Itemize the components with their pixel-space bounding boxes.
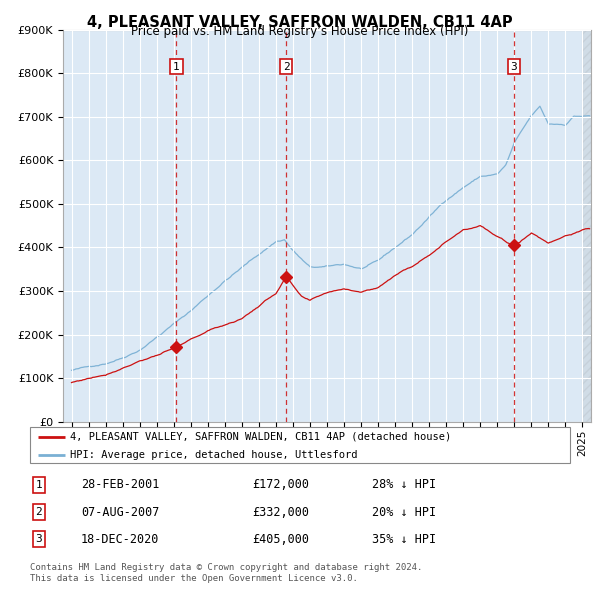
Text: £332,000: £332,000 — [252, 506, 309, 519]
FancyBboxPatch shape — [30, 427, 570, 463]
Bar — [583, 30, 591, 422]
Text: 07-AUG-2007: 07-AUG-2007 — [81, 506, 160, 519]
Text: 28% ↓ HPI: 28% ↓ HPI — [372, 478, 436, 491]
Text: This data is licensed under the Open Government Licence v3.0.: This data is licensed under the Open Gov… — [30, 574, 358, 583]
Text: 2: 2 — [35, 507, 43, 517]
Text: HPI: Average price, detached house, Uttlesford: HPI: Average price, detached house, Uttl… — [71, 450, 358, 460]
Text: 1: 1 — [173, 61, 180, 71]
Text: Contains HM Land Registry data © Crown copyright and database right 2024.: Contains HM Land Registry data © Crown c… — [30, 563, 422, 572]
Text: 20% ↓ HPI: 20% ↓ HPI — [372, 506, 436, 519]
Text: 18-DEC-2020: 18-DEC-2020 — [81, 533, 160, 546]
Text: 4, PLEASANT VALLEY, SAFFRON WALDEN, CB11 4AP: 4, PLEASANT VALLEY, SAFFRON WALDEN, CB11… — [87, 15, 513, 30]
Text: 1: 1 — [35, 480, 43, 490]
Text: 2: 2 — [283, 61, 289, 71]
Text: £172,000: £172,000 — [252, 478, 309, 491]
Text: 3: 3 — [35, 535, 43, 544]
Text: 28-FEB-2001: 28-FEB-2001 — [81, 478, 160, 491]
Text: 35% ↓ HPI: 35% ↓ HPI — [372, 533, 436, 546]
Text: £405,000: £405,000 — [252, 533, 309, 546]
Text: Price paid vs. HM Land Registry’s House Price Index (HPI): Price paid vs. HM Land Registry’s House … — [131, 25, 469, 38]
Text: 3: 3 — [510, 61, 517, 71]
Text: 4, PLEASANT VALLEY, SAFFRON WALDEN, CB11 4AP (detached house): 4, PLEASANT VALLEY, SAFFRON WALDEN, CB11… — [71, 432, 452, 442]
